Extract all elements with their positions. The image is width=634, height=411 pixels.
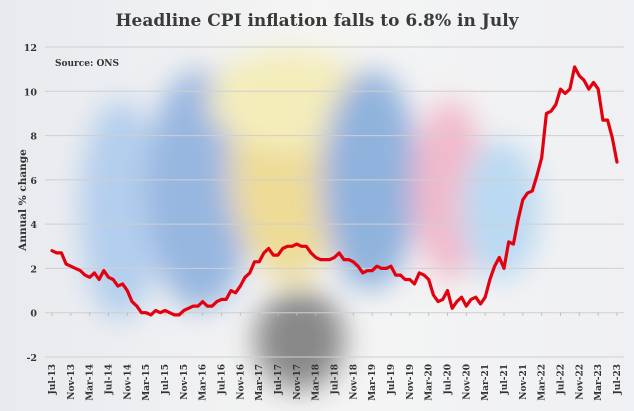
x-tick-label: Jul-19 xyxy=(387,364,397,395)
x-tick-label: Jul-22 xyxy=(557,364,567,395)
x-tick-label: Nov-22 xyxy=(575,364,585,400)
x-tick-label: Mar-18 xyxy=(312,364,322,401)
x-tick-label: Jul-20 xyxy=(444,364,454,395)
x-tick-label: Mar-17 xyxy=(255,364,265,401)
x-tick-label: Mar-14 xyxy=(86,364,96,401)
x-tick-label: Jul-23 xyxy=(613,364,623,395)
y-tick-label: 8 xyxy=(30,132,37,143)
x-tick-label: Jul-14 xyxy=(105,364,115,395)
source-note: Source: ONS xyxy=(55,59,119,69)
x-tick-label: Nov-13 xyxy=(67,364,77,400)
y-tick-label: 0 xyxy=(30,309,37,320)
x-tick-label: Mar-20 xyxy=(425,364,435,401)
y-tick-label: -2 xyxy=(26,353,37,364)
x-tick-label: Nov-17 xyxy=(293,364,303,400)
y-tick-label: 12 xyxy=(24,43,37,54)
x-tick-label: Mar-21 xyxy=(481,364,491,401)
x-tick-label: Nov-18 xyxy=(349,364,359,400)
x-tick-label: Jul-13 xyxy=(48,364,58,395)
x-tick-label: Nov-21 xyxy=(519,364,529,400)
x-tick-label: Jul-15 xyxy=(161,364,171,395)
y-tick-label: 6 xyxy=(30,176,37,187)
x-tick-label: Jul-16 xyxy=(218,364,228,395)
x-tick-label: Jul-17 xyxy=(274,364,284,395)
x-tick-label: Mar-15 xyxy=(142,364,152,401)
x-tick-label: Nov-15 xyxy=(180,364,190,400)
x-tick-label: Nov-14 xyxy=(123,364,133,400)
cpi-series-line xyxy=(50,65,619,317)
x-tick-label: Nov-20 xyxy=(462,364,472,400)
x-tick-label: Mar-19 xyxy=(368,364,378,401)
x-tick-label: Mar-22 xyxy=(538,364,548,401)
x-tick-label: Mar-23 xyxy=(594,364,604,401)
x-tick-label: Nov-19 xyxy=(406,364,416,400)
x-tick-label: Jul-21 xyxy=(500,364,510,395)
x-tick-label: Nov-16 xyxy=(236,364,246,400)
y-axis-label: Annual % change xyxy=(17,149,29,252)
x-tick-label: Jul-18 xyxy=(331,364,341,395)
y-tick-label: 4 xyxy=(30,220,37,231)
y-tick-label: 2 xyxy=(30,264,37,275)
x-tick-label: Mar-16 xyxy=(199,364,209,401)
y-tick-label: 10 xyxy=(24,87,38,98)
chart-title: Headline CPI inflation falls to 6.8% in … xyxy=(115,11,519,31)
